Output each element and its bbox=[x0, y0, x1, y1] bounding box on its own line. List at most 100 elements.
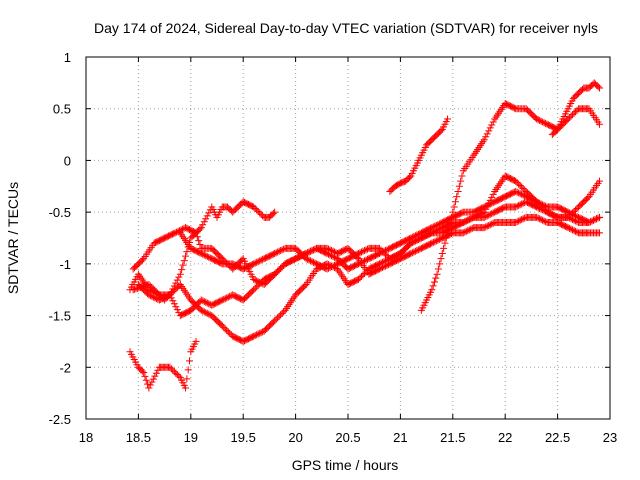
data-point bbox=[540, 119, 548, 127]
x-tick-label: 22 bbox=[498, 430, 512, 445]
data-point bbox=[166, 291, 174, 299]
data-point bbox=[429, 238, 437, 246]
data-point bbox=[516, 190, 524, 198]
data-point bbox=[480, 136, 488, 144]
data-point bbox=[464, 216, 472, 224]
data-point bbox=[140, 368, 148, 376]
y-tick-label: -2.5 bbox=[49, 412, 71, 427]
y-tick-label: -2 bbox=[59, 360, 71, 375]
data-point bbox=[138, 256, 146, 264]
data-point bbox=[537, 202, 545, 210]
data-point bbox=[594, 83, 602, 91]
data-point bbox=[331, 261, 339, 269]
data-point bbox=[486, 210, 494, 218]
data-point bbox=[485, 211, 493, 219]
data-point bbox=[588, 217, 596, 225]
data-point bbox=[429, 282, 437, 290]
data-point bbox=[534, 214, 542, 222]
y-axis-title: SDTVAR / TECUs bbox=[5, 182, 21, 294]
data-point bbox=[539, 204, 547, 212]
x-tick-label: 19.5 bbox=[231, 430, 256, 445]
data-point bbox=[200, 251, 208, 259]
data-point bbox=[408, 238, 416, 246]
data-point bbox=[381, 257, 389, 265]
x-tick-label: 22.5 bbox=[545, 430, 570, 445]
data-point bbox=[513, 188, 521, 196]
data-point bbox=[275, 312, 283, 320]
data-point bbox=[540, 217, 548, 225]
data-point bbox=[432, 274, 440, 282]
data-point bbox=[145, 384, 153, 392]
data-point bbox=[326, 251, 334, 259]
data-point bbox=[257, 210, 265, 218]
x-tick-label: 23 bbox=[603, 430, 617, 445]
data-point bbox=[250, 286, 258, 294]
data-point bbox=[271, 208, 279, 216]
data-point bbox=[176, 270, 184, 278]
data-point bbox=[172, 369, 180, 377]
data-point bbox=[199, 250, 207, 258]
y-tick-label: -1 bbox=[59, 257, 71, 272]
data-point bbox=[304, 255, 312, 263]
data-point bbox=[512, 203, 520, 211]
data-point bbox=[540, 205, 548, 213]
x-tick-label: 18 bbox=[79, 430, 93, 445]
data-point bbox=[567, 112, 575, 120]
x-tick-label: 20 bbox=[288, 430, 302, 445]
data-point bbox=[567, 225, 575, 233]
data-point bbox=[359, 258, 367, 266]
data-point bbox=[202, 309, 210, 317]
data-point bbox=[596, 84, 604, 92]
data-point bbox=[362, 268, 370, 276]
data-point bbox=[223, 294, 231, 302]
data-point bbox=[151, 294, 159, 302]
data-point bbox=[203, 299, 211, 307]
data-point bbox=[152, 369, 160, 377]
data-point bbox=[572, 227, 580, 235]
data-point bbox=[250, 260, 258, 268]
data-point bbox=[518, 200, 526, 208]
data-point bbox=[451, 198, 459, 206]
data-point bbox=[301, 282, 309, 290]
data-point bbox=[512, 187, 520, 195]
data-point bbox=[449, 208, 457, 216]
data-point bbox=[356, 259, 364, 267]
data-point bbox=[328, 252, 336, 260]
data-point bbox=[485, 199, 493, 207]
data-point bbox=[218, 322, 226, 330]
data-point bbox=[465, 216, 473, 224]
chart-title: Day 174 of 2024, Sidereal Day-to-day VTE… bbox=[94, 20, 598, 36]
data-point bbox=[411, 237, 419, 245]
data-point bbox=[167, 294, 175, 302]
data-point bbox=[253, 331, 261, 339]
data-point bbox=[534, 199, 542, 207]
data-point bbox=[323, 265, 331, 273]
data-point bbox=[539, 118, 547, 126]
data-point bbox=[257, 329, 265, 337]
data-point bbox=[489, 190, 497, 198]
data-point bbox=[375, 260, 383, 268]
data-point bbox=[256, 329, 264, 337]
data-point bbox=[183, 375, 191, 383]
data-point bbox=[519, 185, 527, 193]
data-point bbox=[566, 114, 574, 122]
data-point bbox=[536, 201, 544, 209]
data-point bbox=[254, 281, 262, 289]
data-point bbox=[271, 250, 279, 258]
data-point bbox=[221, 325, 229, 333]
data-point bbox=[305, 256, 313, 264]
data-point bbox=[450, 203, 458, 211]
data-point bbox=[254, 330, 262, 338]
data-point bbox=[203, 212, 211, 220]
data-point bbox=[518, 216, 526, 224]
data-point bbox=[381, 250, 389, 258]
data-point bbox=[431, 222, 439, 230]
data-point bbox=[464, 227, 472, 235]
data-point bbox=[429, 223, 437, 231]
data-points bbox=[126, 79, 604, 392]
data-point bbox=[482, 205, 490, 213]
data-point bbox=[537, 216, 545, 224]
data-point bbox=[539, 216, 547, 224]
data-point bbox=[203, 252, 211, 260]
data-point bbox=[253, 258, 261, 266]
